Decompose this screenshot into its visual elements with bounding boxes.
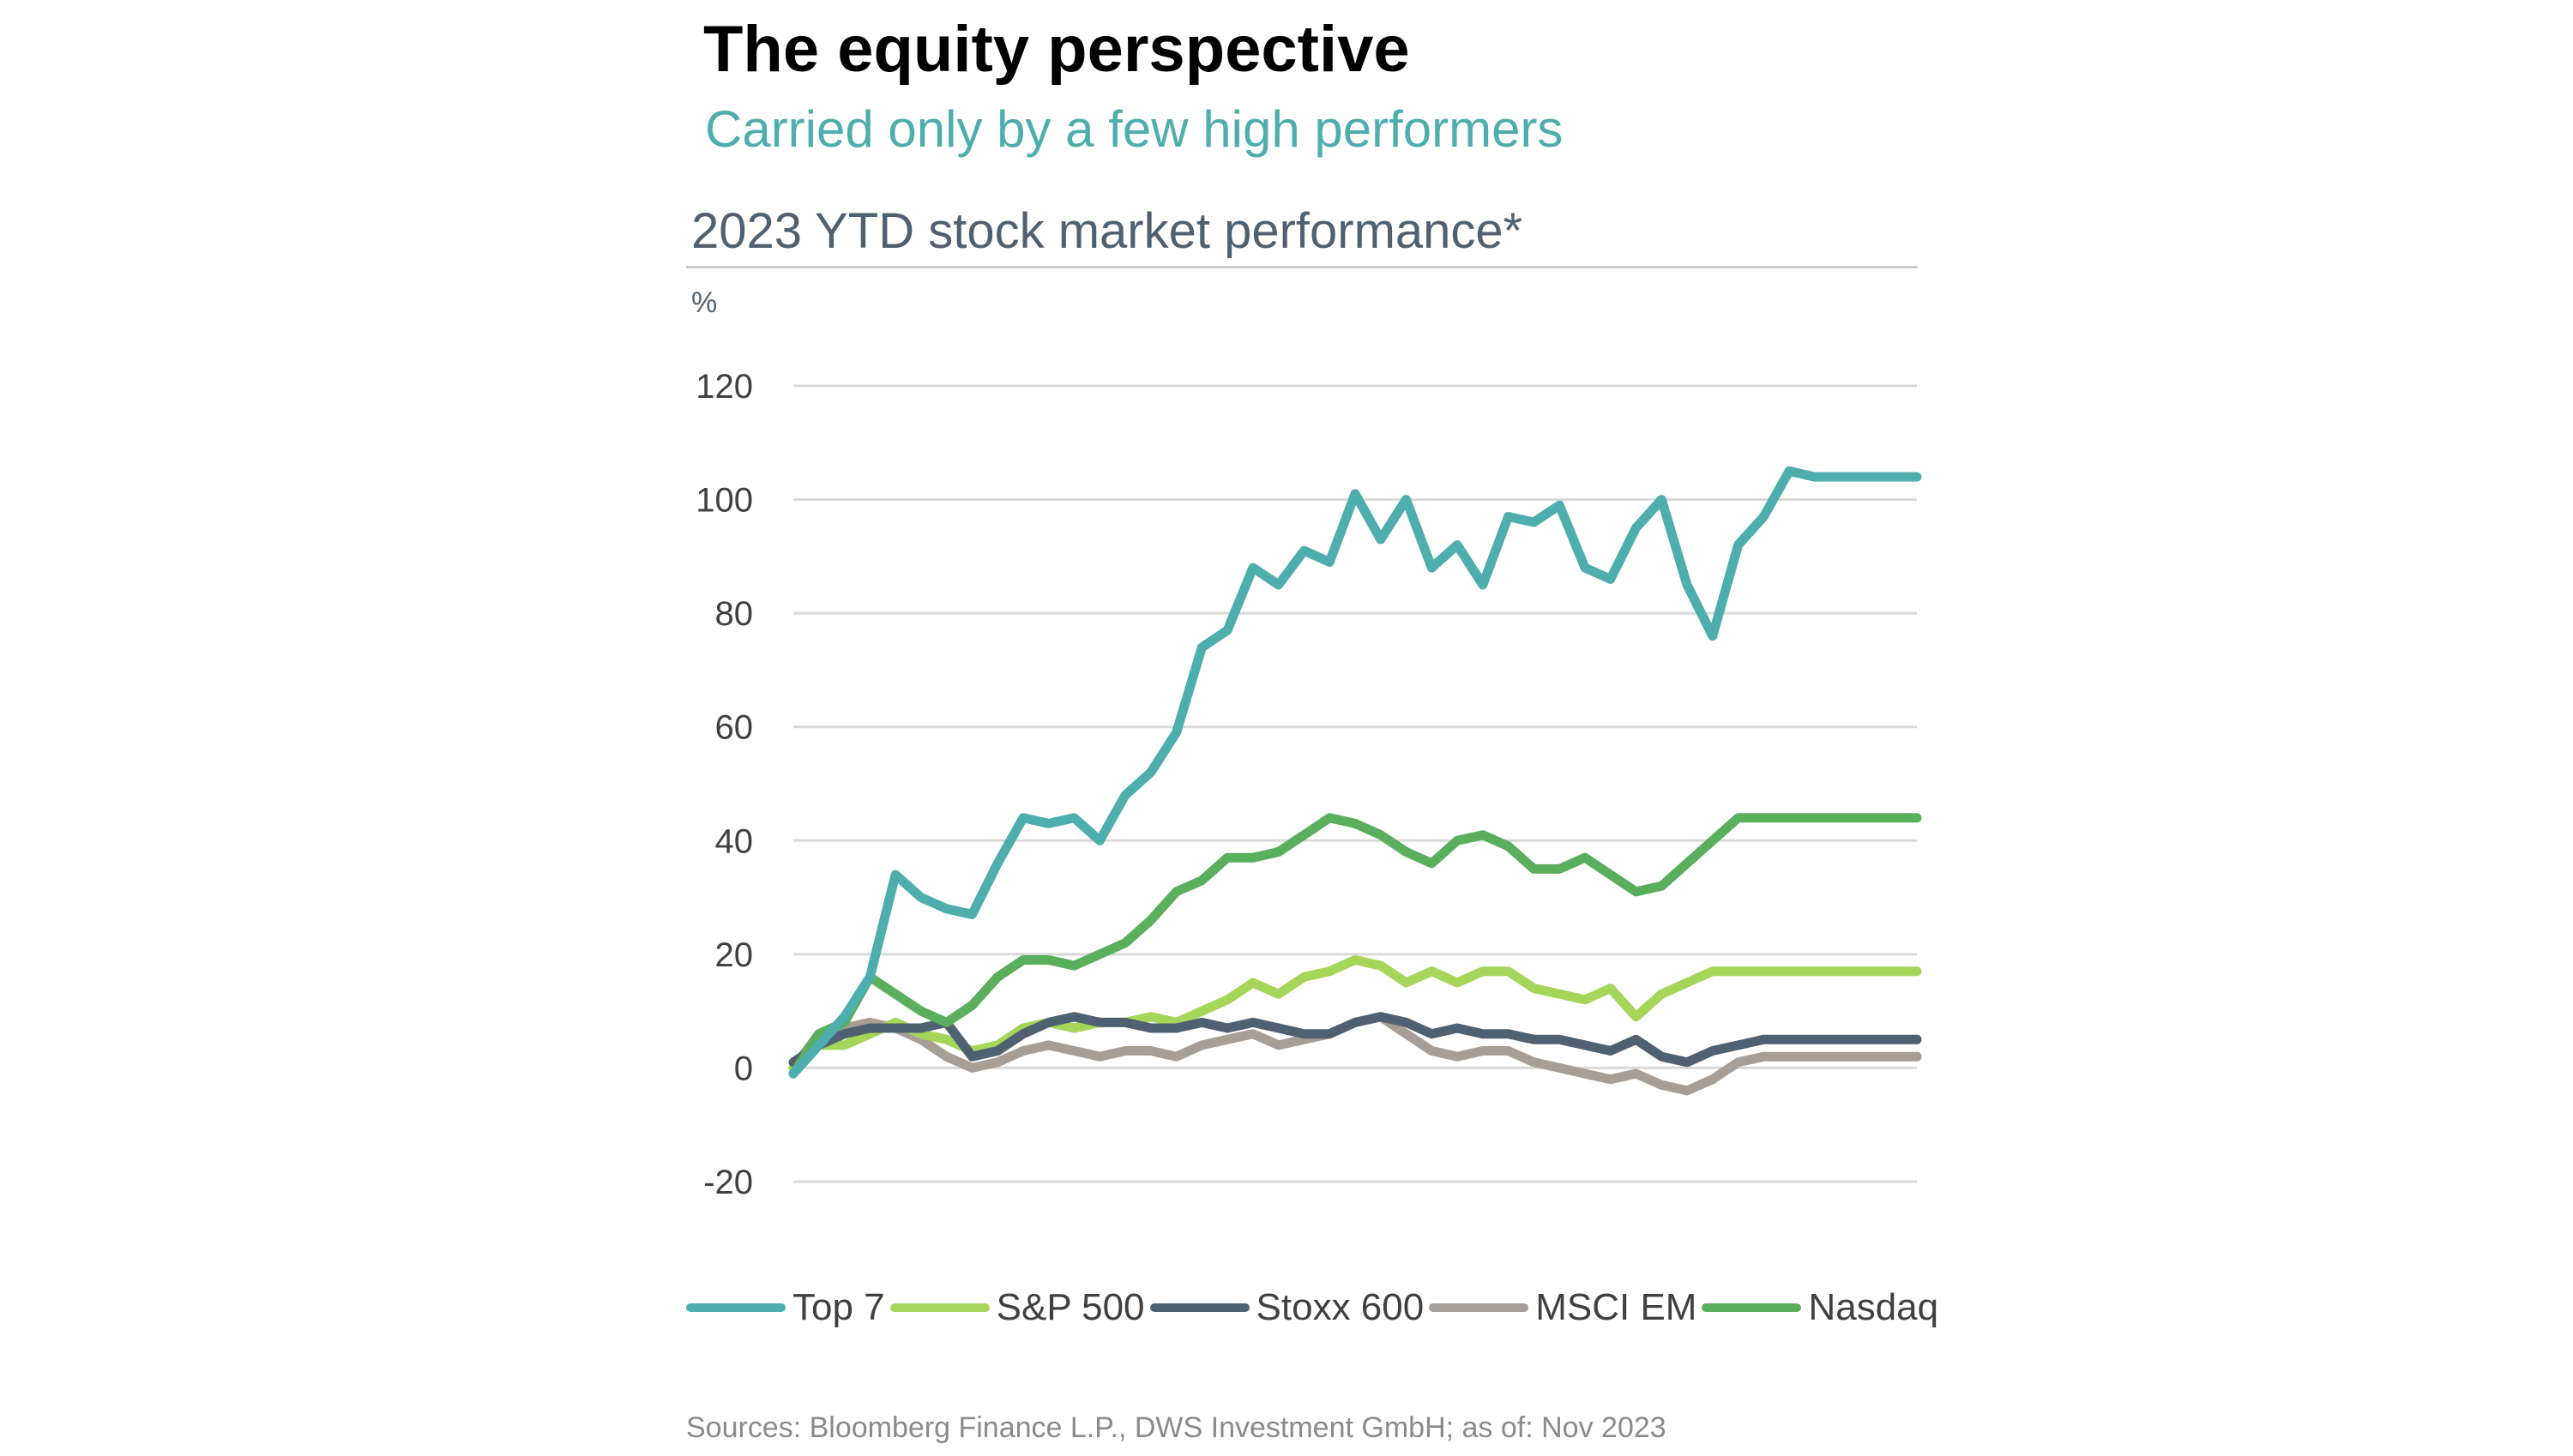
- legend-label-top7: Top 7: [792, 1286, 885, 1328]
- legend-swatch-msci-em: [1429, 1303, 1529, 1312]
- y-tick-label: 40: [715, 822, 754, 860]
- series-lines: [788, 466, 1922, 1096]
- y-tick-label: 80: [715, 595, 754, 633]
- page-subtitle: Carried only by a few high performers: [705, 100, 1564, 158]
- series-line-s-p-500: [788, 955, 1922, 1073]
- y-tick-label: 120: [696, 368, 753, 406]
- legend-label-msci-em: MSCI EM: [1535, 1286, 1697, 1328]
- legend-label-nasdaq: Nasdaq: [1808, 1286, 1939, 1328]
- y-tick-label: 0: [734, 1050, 753, 1087]
- legend-item-msci-em: MSCI EM: [1429, 1286, 1696, 1329]
- chart-title: 2023 YTD stock market performance*: [691, 203, 1523, 259]
- series-line-top-7: [788, 466, 1922, 1079]
- legend-item-stoxx600: Stoxx 600: [1149, 1286, 1425, 1329]
- y-tick-label: 100: [696, 482, 753, 520]
- legend-item-top7: Top 7: [686, 1286, 885, 1329]
- legend-label-sp500: S&P 500: [996, 1286, 1145, 1328]
- y-tick-label: 20: [715, 936, 754, 974]
- title-divider: [686, 266, 1918, 268]
- legend-swatch-top7: [686, 1303, 786, 1312]
- legend-swatch-stoxx600: [1149, 1303, 1250, 1312]
- legend-item-nasdaq: Nasdaq: [1702, 1286, 1938, 1329]
- source-note: Sources: Bloomberg Finance L.P., DWS Inv…: [686, 1411, 1666, 1444]
- y-tick-label: -20: [703, 1164, 753, 1201]
- legend-label-stoxx600: Stoxx 600: [1256, 1286, 1425, 1328]
- series-line-stoxx-600: [788, 1012, 1922, 1068]
- y-axis-unit: %: [691, 286, 718, 319]
- legend-item-sp500: S&P 500: [889, 1286, 1145, 1329]
- y-tick-label: 60: [715, 709, 754, 747]
- legend-swatch-sp500: [889, 1303, 990, 1312]
- y-axis-ticks: 120 100 80 60 40 20 0 -20: [696, 368, 753, 1201]
- page-title: The equity perspective: [703, 13, 1410, 86]
- series-line-nasdaq: [788, 813, 1922, 1079]
- legend-swatch-nasdaq: [1702, 1303, 1802, 1312]
- chart-legend: Top 7 S&P 500 Stoxx 600 MSCI EM Nasdaq: [686, 1286, 1943, 1329]
- series-line-msci-em: [788, 1012, 1922, 1096]
